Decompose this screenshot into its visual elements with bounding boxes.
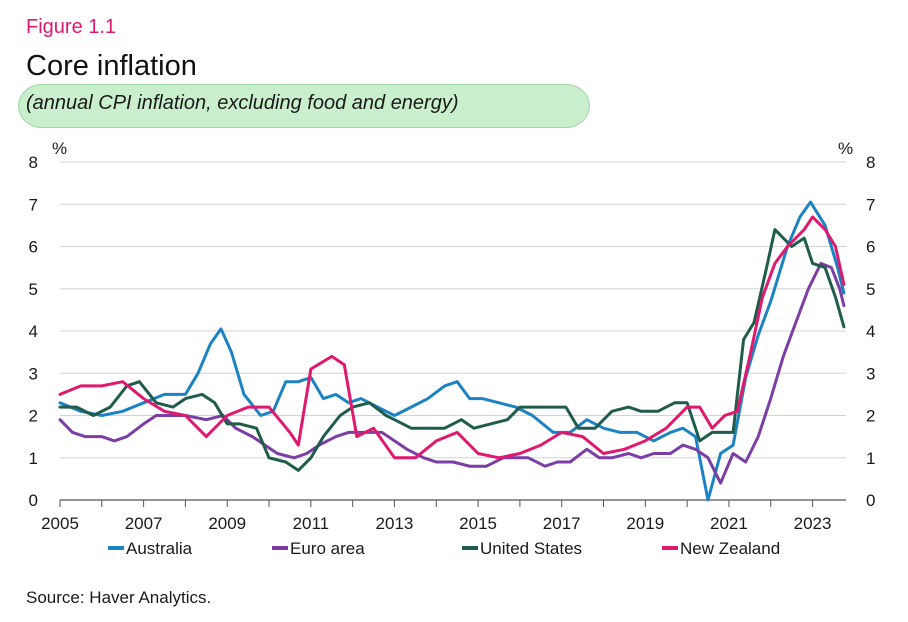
y-tick-label-right: 2 bbox=[866, 407, 875, 426]
y-tick-label-left: 4 bbox=[29, 322, 38, 341]
x-tick-label: 2005 bbox=[41, 514, 79, 533]
y-tick-label-right: 4 bbox=[866, 322, 875, 341]
y-tick-label-right: 1 bbox=[866, 449, 875, 468]
y-tick-label-right: 8 bbox=[866, 153, 875, 172]
y-unit-right: % bbox=[838, 139, 853, 158]
gridlines bbox=[60, 161, 846, 459]
x-tick-label: 2009 bbox=[208, 514, 246, 533]
legend-label-new-zealand: New Zealand bbox=[680, 539, 780, 558]
legend-label-euro-area: Euro area bbox=[290, 539, 365, 558]
series-line-new-zealand bbox=[58, 215, 846, 460]
series-line-united-states bbox=[58, 228, 846, 472]
y-tick-label-left: 1 bbox=[29, 449, 38, 468]
y-tick-label-left: 7 bbox=[29, 195, 38, 214]
series-line-euro-area bbox=[58, 261, 846, 485]
axes: 0 0 1 1 2 2 3 3 4 4 5 5 6 6 7 7 8 8 2005 2007 2009 2011 2013 20… bbox=[29, 153, 876, 533]
y-tick-label-right: 0 bbox=[866, 491, 875, 510]
x-tick-label: 2015 bbox=[459, 514, 497, 533]
x-tick-label: 2007 bbox=[125, 514, 163, 533]
y-unit-left: % bbox=[52, 139, 67, 158]
x-tick-label: 2021 bbox=[710, 514, 748, 533]
x-tick-label: 2013 bbox=[376, 514, 414, 533]
y-tick-label-left: 8 bbox=[29, 153, 38, 172]
source-note: Source: Haver Analytics. bbox=[26, 588, 212, 607]
chart-subtitle: (annual CPI inflation, excluding food an… bbox=[26, 92, 459, 114]
x-tick-label: 2019 bbox=[626, 514, 664, 533]
series-lines bbox=[58, 200, 846, 502]
y-tick-label-left: 0 bbox=[29, 491, 38, 510]
subtitle-highlight bbox=[18, 84, 590, 128]
y-tick-label-left: 5 bbox=[29, 280, 38, 299]
x-tick-label: 2023 bbox=[794, 514, 832, 533]
y-tick-label-left: 6 bbox=[29, 238, 38, 257]
x-tick-label: 2011 bbox=[293, 514, 330, 533]
y-tick-label-right: 3 bbox=[866, 364, 875, 383]
legend-label-australia: Australia bbox=[126, 539, 193, 558]
y-tick-label-right: 5 bbox=[866, 280, 875, 299]
y-tick-label-right: 6 bbox=[866, 238, 875, 257]
y-tick-label-right: 7 bbox=[866, 195, 875, 214]
y-tick-label-left: 3 bbox=[29, 364, 38, 383]
x-tick-label: 2017 bbox=[543, 514, 581, 533]
legend: Australia Euro area United States New Zeala… bbox=[108, 539, 780, 558]
series-line-australia bbox=[58, 200, 846, 502]
figure-label: Figure 1.1 bbox=[26, 16, 117, 38]
y-tick-label-left: 2 bbox=[29, 407, 38, 426]
legend-label-united-states: United States bbox=[480, 539, 582, 558]
chart-title: Core inflation bbox=[26, 50, 197, 82]
